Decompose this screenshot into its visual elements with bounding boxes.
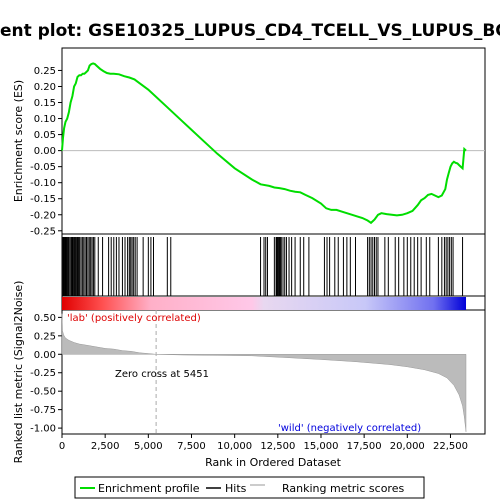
legend-enrichment-label: Enrichment profile: [98, 482, 200, 495]
x-tick-label: 7,500: [177, 441, 206, 452]
negative-correlation-label: 'wild' (negatively correlated): [278, 423, 421, 434]
es-y-tick-label: 0.15: [34, 98, 56, 109]
x-tick-label: 12,500: [260, 441, 295, 452]
ranking-color-bar: [62, 297, 466, 310]
es-y-tick-label: 0.00: [34, 146, 56, 157]
x-tick-label: 22,500: [433, 441, 468, 452]
metric-y-axis: -1.00 -0.75 -0.50 -0.25 0.00 0.25 0.50: [30, 313, 62, 435]
es-y-axis: -0.25 -0.20 -0.15 -0.10 -0.05 0.00 0.05 0.10 0.1…: [30, 66, 62, 237]
x-tick-label: 20,000: [390, 441, 425, 452]
metric-y-tick-label: -1.00: [30, 424, 56, 435]
es-y-tick-label: -0.15: [30, 194, 56, 205]
zero-cross-label: Zero cross at 5451: [115, 369, 209, 380]
es-y-tick-label: 0.10: [34, 114, 56, 125]
es-y-tick-label: 0.20: [34, 82, 56, 93]
x-tick-label: 17,500: [347, 441, 382, 452]
x-axis: 0 2,500 5,000 7,500 10,000 12,500 15,000 17,500…: [59, 434, 468, 452]
es-y-tick-label: 0.25: [34, 66, 56, 77]
metric-y-axis-label: Ranked list metric (Signal2Noise): [12, 281, 25, 464]
metric-y-tick-label: -0.75: [30, 405, 56, 416]
x-tick-label: 10,000: [217, 441, 252, 452]
x-tick-label: 2,500: [91, 441, 120, 452]
positive-correlation-label: 'lab' (positively correlated): [67, 313, 201, 324]
es-y-tick-label: -0.05: [30, 162, 56, 173]
metric-y-tick-label: -0.50: [30, 387, 56, 398]
chart-title: Enrichment plot: GSE10325_LUPUS_CD4_TCEL…: [0, 21, 500, 41]
x-axis-label: Rank in Ordered Dataset: [205, 456, 342, 469]
x-tick-label: 0: [59, 441, 65, 452]
legend-metric-label: Ranking metric scores: [282, 482, 404, 495]
es-y-tick-label: 0.05: [34, 130, 56, 141]
es-y-tick-label: -0.20: [30, 210, 56, 221]
es-y-tick-label: -0.25: [30, 226, 56, 237]
metric-y-tick-label: -0.25: [30, 368, 56, 379]
es-y-tick-label: -0.10: [30, 178, 56, 189]
x-tick-label: 15,000: [303, 441, 338, 452]
x-tick-label: 5,000: [134, 441, 163, 452]
es-y-axis-label: Enrichment score (ES): [12, 80, 25, 202]
metric-y-tick-label: 0.25: [34, 331, 56, 342]
metric-y-tick-label: 0.00: [34, 350, 56, 361]
legend-hits-label: Hits: [225, 482, 247, 495]
metric-y-tick-label: 0.50: [34, 313, 56, 324]
